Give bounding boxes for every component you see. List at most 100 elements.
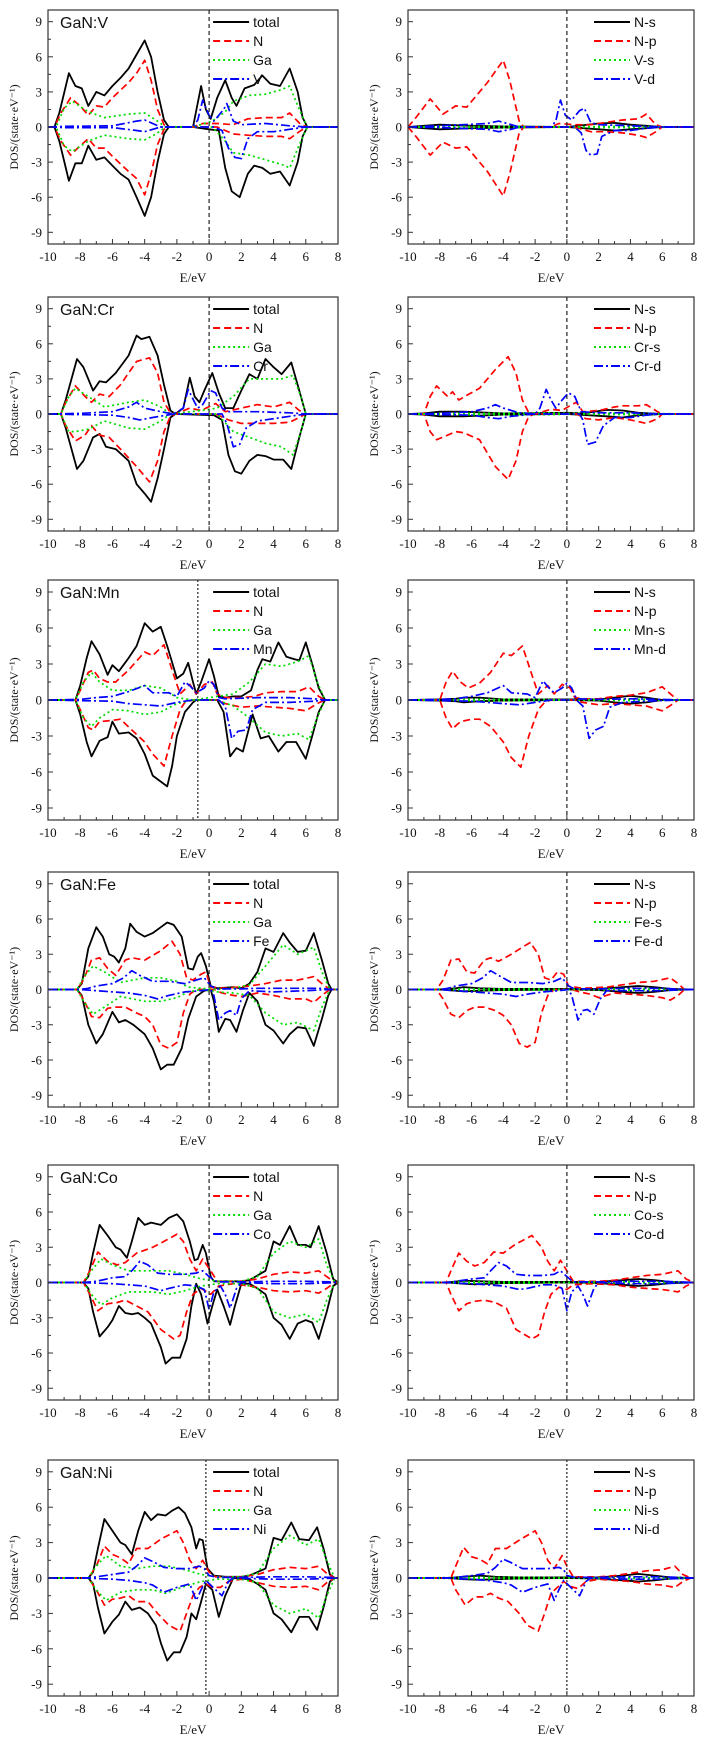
x-tick-label: -10 (39, 249, 56, 264)
legend: total N Ga Fe (213, 876, 280, 949)
legend-label: Cr-s (634, 339, 660, 355)
y-tick-label: 9 (36, 1464, 43, 1479)
x-tick-label: -6 (107, 249, 118, 264)
series-line-n-spin-down (48, 413, 338, 483)
x-tick-label: 4 (627, 536, 634, 551)
dos-panel: -10 -8 -6 -4 -2 0 2 4 6 8 -9 -6 -3 0 3 6 9 E/eV DOS/(state… (367, 1459, 697, 1737)
y-axis-label: DOS/(state·eV⁻¹) (367, 1535, 381, 1620)
legend: N-s N-p Mn-s Mn-d (594, 584, 666, 657)
y-tick-label: 3 (396, 84, 403, 99)
legend-label: Co-s (634, 1207, 664, 1223)
x-tick-label: -4 (498, 1112, 509, 1127)
legend-label: Mn-d (634, 641, 666, 657)
series-line-ga-spin-up (48, 374, 338, 415)
x-tick-label: 0 (206, 1701, 213, 1716)
legend-label: total (253, 1169, 279, 1185)
x-tick-label: 6 (303, 1405, 310, 1420)
legend: total N Ga Mn (213, 584, 280, 657)
series-line-n-spin-down (48, 1577, 338, 1632)
x-axis-label: E/eV (180, 557, 207, 572)
y-tick-label: -3 (391, 729, 402, 744)
y-tick-label: -9 (391, 225, 402, 240)
y-axis-label: DOS/(state·eV⁻¹) (7, 1240, 21, 1325)
y-tick-label: 6 (396, 912, 403, 927)
legend: total N Ga Ni (213, 1464, 280, 1537)
plot-frame (47, 871, 339, 1108)
series-group (48, 1506, 338, 1662)
series-line-v-spin-down (48, 126, 338, 160)
series-line-n-p-spin-up (408, 1529, 694, 1579)
y-axis-label: DOS/(state·eV⁻¹) (367, 947, 381, 1032)
y-tick-label: 9 (36, 876, 43, 891)
series-line-v-d-spin-down (408, 126, 694, 156)
y-tick-label: -9 (391, 1088, 402, 1103)
y-axis-label: DOS/(state·eV⁻¹) (367, 371, 381, 456)
y-tick-label: 3 (36, 1535, 43, 1550)
x-tick-label: 4 (627, 825, 634, 840)
y-tick-label: -6 (391, 190, 402, 205)
y-tick-label: -3 (31, 1310, 42, 1325)
series-line-n-spin-up (48, 356, 338, 415)
legend-label: N (253, 1188, 263, 1204)
series-line-ni-d-spin-down (408, 1577, 694, 1602)
y-tick-label: 9 (396, 1464, 403, 1479)
legend-label: N-p (634, 320, 657, 336)
y-tick-label: 0 (396, 693, 403, 708)
y-tick-label: 6 (396, 336, 403, 351)
series-line-total-spin-up (48, 1506, 338, 1579)
series-group (408, 1234, 694, 1340)
y-axis-label: DOS/(state·eV⁻¹) (7, 1535, 21, 1620)
x-tick-label: 0 (564, 1112, 571, 1127)
x-tick-label: 0 (206, 249, 213, 264)
series-line-n-spin-up (48, 643, 338, 701)
series-line-n-p-spin-up (408, 941, 694, 991)
legend: total N Ga V (213, 14, 280, 87)
x-tick-label: 8 (335, 1701, 342, 1716)
x-tick-label: 0 (206, 536, 213, 551)
y-tick-label: -9 (31, 225, 42, 240)
y-axis-label: DOS/(state·eV⁻¹) (367, 657, 381, 742)
y-axis-label: DOS/(state·eV⁻¹) (7, 947, 21, 1032)
series-line-mn-spin-down (48, 699, 338, 740)
series-line-mn-d-spin-up (408, 679, 694, 701)
x-tick-label: 2 (238, 249, 245, 264)
x-tick-label: 8 (335, 536, 342, 551)
x-tick-label: 8 (691, 536, 698, 551)
legend-label: N-s (634, 14, 656, 30)
y-tick-label: -9 (391, 801, 402, 816)
y-tick-label: 0 (396, 407, 403, 422)
series-line-co-spin-down (48, 1281, 338, 1311)
legend: total N Ga Co (213, 1169, 280, 1242)
x-tick-label: -8 (434, 1405, 445, 1420)
y-tick-label: 3 (36, 371, 43, 386)
y-tick-label: 9 (36, 585, 43, 600)
y-tick-label: 0 (36, 1571, 43, 1586)
y-tick-label: 9 (396, 301, 403, 316)
y-tick-label: 3 (36, 84, 43, 99)
y-tick-label: 0 (36, 1275, 43, 1290)
y-tick-label: 6 (36, 49, 43, 64)
y-tick-label: 3 (396, 1240, 403, 1255)
series-line-n-p-spin-down (408, 699, 694, 769)
x-tick-label: 2 (595, 1112, 602, 1127)
x-tick-label: -4 (498, 1405, 509, 1420)
x-tick-label: 4 (627, 1112, 634, 1127)
series-line-n-spin-up (48, 59, 338, 128)
y-tick-label: -3 (31, 1606, 42, 1621)
series-group (48, 622, 338, 788)
dos-panel: -10 -8 -6 -4 -2 0 2 4 6 8 -9 -6 -3 0 3 6 9 E/eV DOS/(state… (7, 871, 341, 1148)
x-tick-label: -8 (75, 1112, 86, 1127)
y-tick-label: 3 (396, 1535, 403, 1550)
y-tick-label: -3 (391, 155, 402, 170)
x-tick-label: 6 (303, 1112, 310, 1127)
legend-label: Fe-d (634, 933, 663, 949)
y-tick-label: -9 (31, 801, 42, 816)
y-tick-label: 0 (36, 982, 43, 997)
x-tick-label: 2 (595, 825, 602, 840)
y-tick-label: 6 (396, 1500, 403, 1515)
x-tick-label: -8 (434, 536, 445, 551)
x-tick-label: 2 (238, 1405, 245, 1420)
series-line-cr-spin-up (48, 388, 338, 415)
y-tick-label: 9 (36, 301, 43, 316)
y-tick-label: -3 (31, 442, 42, 457)
